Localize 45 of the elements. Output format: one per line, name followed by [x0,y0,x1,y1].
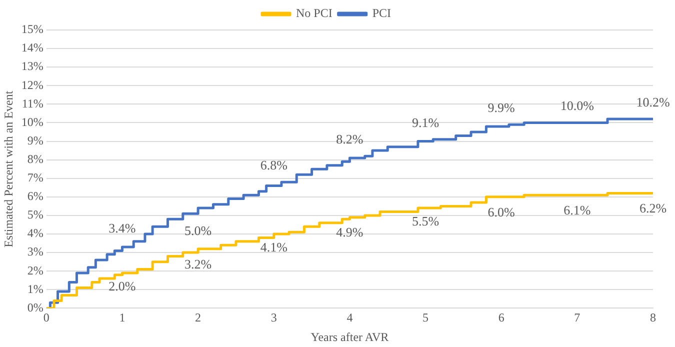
annotation: 6.0% [488,204,516,220]
y-tick-label: 10% [21,114,44,129]
y-tick-label: 4% [27,226,44,240]
annotation: 5.5% [412,214,440,229]
annotation: 5.0% [184,222,212,238]
x-tick-label: 1 [119,310,126,325]
annotation: 3.4% [108,220,136,236]
annotation: 6.8% [260,158,288,173]
annotation: 2.0% [108,278,136,294]
y-axis-title: Estimated Percent with an Event [1,90,16,248]
x-tick-label: 7 [574,310,580,325]
y-tick-label: 3% [27,244,44,259]
x-tick-label: 6 [498,310,504,325]
y-tick-label: 13% [21,59,44,74]
y-tick-label: 11% [22,96,44,110]
legend-label: No PCI [296,6,332,20]
x-axis-title: Years after AVR [310,330,389,344]
y-tick-label: 14% [21,40,44,55]
annotation: 9.1% [412,114,440,130]
annotation: 9.9% [488,100,516,116]
annotation: 3.2% [184,256,212,272]
x-tick-label: 0 [43,310,50,325]
y-tick-label: 1% [27,282,44,296]
legend-label: PCI [372,6,392,20]
annotation: 4.9% [336,224,364,240]
y-tick-label: 12% [21,78,44,92]
y-tick-label: 5% [27,208,44,222]
y-tick-label: 7% [27,170,44,185]
annotation: 6.2% [639,200,667,216]
x-tick-label: 4 [346,310,353,325]
x-tick-label: 8 [650,310,656,325]
y-tick-label: 15% [21,22,44,36]
annotation: 10.2% [636,94,670,110]
x-tick-label: 2 [195,310,202,325]
y-tick-label: 8% [27,152,44,166]
y-tick-label: 2% [27,263,44,278]
x-tick-label: 5 [422,310,429,325]
annotation: 6.1% [564,202,591,218]
y-tick-label: 0% [27,300,44,314]
y-tick-label: 6% [27,189,44,204]
annotation: 10.0% [560,98,594,114]
x-tick-label: 3 [270,310,277,325]
annotation: 4.1% [260,240,288,255]
y-tick-label: 9% [27,133,44,148]
annotation: 8.2% [336,132,364,147]
